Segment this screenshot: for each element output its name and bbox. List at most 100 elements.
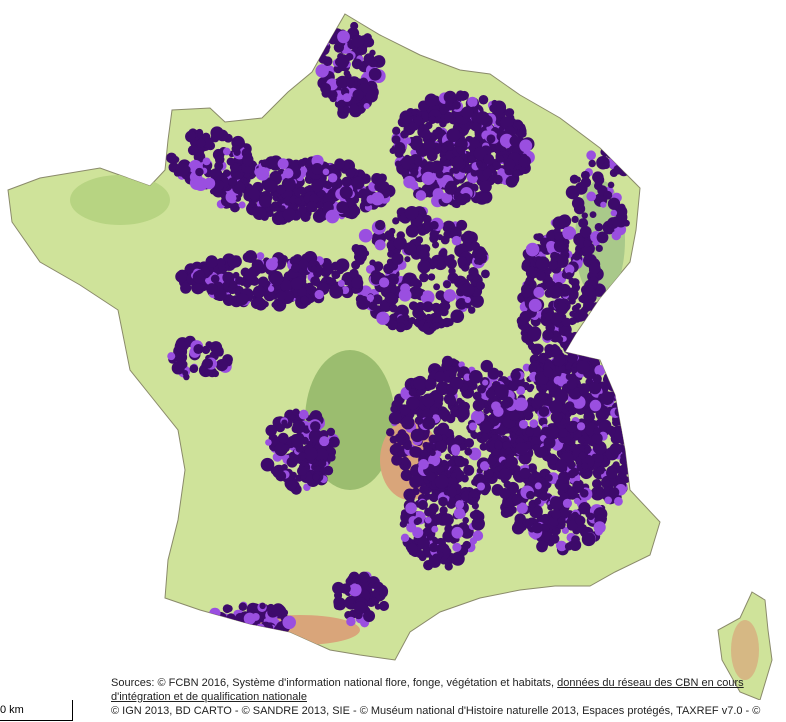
occurrence-dot [580,336,589,345]
occurrence-dot [380,181,390,191]
occurrence-dot [252,285,266,299]
occurrence-dot [426,147,436,157]
occurrence-dot [444,111,454,122]
occurrence-dot [271,301,278,308]
occurrence-dot [389,304,398,313]
occurrence-dot [607,197,621,210]
occurrence-dot [205,255,218,268]
occurrence-dot [385,428,395,437]
occurrence-dot [413,115,424,126]
occurrence-dot [596,489,603,496]
occurrence-dot [546,240,557,251]
occurrence-dot [232,621,243,632]
occurrence-dot [404,256,411,263]
occurrence-dot [203,177,216,190]
occurrence-dot [229,623,236,630]
occurrence-dot [424,313,433,322]
occurrence-dot [317,458,327,468]
occurrence-dot [202,157,211,166]
occurrence-dot [509,135,521,147]
occurrence-dot [567,469,577,479]
occurrence-dot [529,419,539,428]
occurrence-dot [421,393,436,407]
occurrence-dot [535,256,550,271]
occurrence-dot [336,57,349,69]
occurrence-dot [563,238,570,246]
occurrence-dot [306,201,318,213]
occurrence-dot [549,496,563,509]
occurrence-dot [518,155,531,168]
occurrence-dot [296,465,307,477]
occurrence-dot [350,21,359,30]
occurrence-dot [353,253,361,261]
occurrences [70,21,634,645]
occurrence-dot [429,258,438,267]
occurrence-dot [334,158,345,170]
occurrence-dot [406,490,415,499]
occurrence-dot [370,597,378,604]
occurrence-dot [266,210,274,218]
occurrence-dot [551,509,561,519]
occurrence-dot [471,433,478,440]
occurrence-dot [476,281,485,291]
occurrence-dot [456,146,466,155]
occurrence-dot [401,456,410,466]
occurrence-dot [431,525,439,533]
occurrence-dot [468,369,483,384]
occurrence-dot [499,133,514,148]
occurrence-dot [409,475,422,489]
occurrence-dot [622,219,630,227]
occurrence-dot [312,473,320,481]
occurrence-dot [390,405,398,413]
occurrence-dot [370,192,385,206]
occurrence-dot [422,416,436,430]
occurrence-dot [589,399,602,412]
occurrence-dot [315,201,324,209]
occurrence-dot [476,482,486,491]
occurrence-dot [531,522,543,534]
occurrence-dot [297,205,307,215]
occurrence-dot [604,480,612,487]
occurrence-dot [286,480,297,491]
occurrence-dot [538,406,550,417]
occurrence-dot [512,168,521,177]
occurrence-dot [419,484,429,495]
occurrence-dot [260,159,270,168]
occurrence-dot [248,188,261,201]
occurrence-dot [376,311,390,325]
occurrence-dot [606,467,618,479]
occurrence-dot [252,206,267,220]
occurrence-dot [406,543,418,555]
occurrence-dot [446,413,456,424]
occurrence-dot [297,287,307,297]
occurrence-dot [619,403,626,410]
occurrence-dot [448,267,456,275]
occurrence-dot [415,310,425,321]
occurrence-dot [369,259,376,267]
occurrence-dot [549,533,560,544]
occurrence-dot [576,360,590,375]
occurrence-dot [573,497,581,505]
occurrence-dot [462,540,471,550]
occurrence-dot [363,103,370,110]
occurrence-dot [617,163,631,177]
occurrence-dot [434,371,446,383]
occurrence-dot [470,497,478,505]
occurrence-dot [292,408,300,416]
occurrence-dot [578,502,591,515]
occurrence-dot [578,295,585,303]
occurrence-dot [428,503,439,514]
occurrence-dot [202,358,214,369]
occurrence-dot [609,442,623,456]
occurrence-dot [451,526,464,539]
occurrence-dot [450,309,465,324]
occurrence-dot [326,427,336,437]
occurrence-dot [346,616,356,627]
occurrence-dot [440,144,449,153]
occurrence-dot [483,407,490,415]
occurrence-dot [445,395,457,406]
occurrence-dot [351,176,365,190]
occurrence-dot [232,628,242,639]
occurrence-dot [511,494,523,505]
occurrence-dot [264,179,278,193]
